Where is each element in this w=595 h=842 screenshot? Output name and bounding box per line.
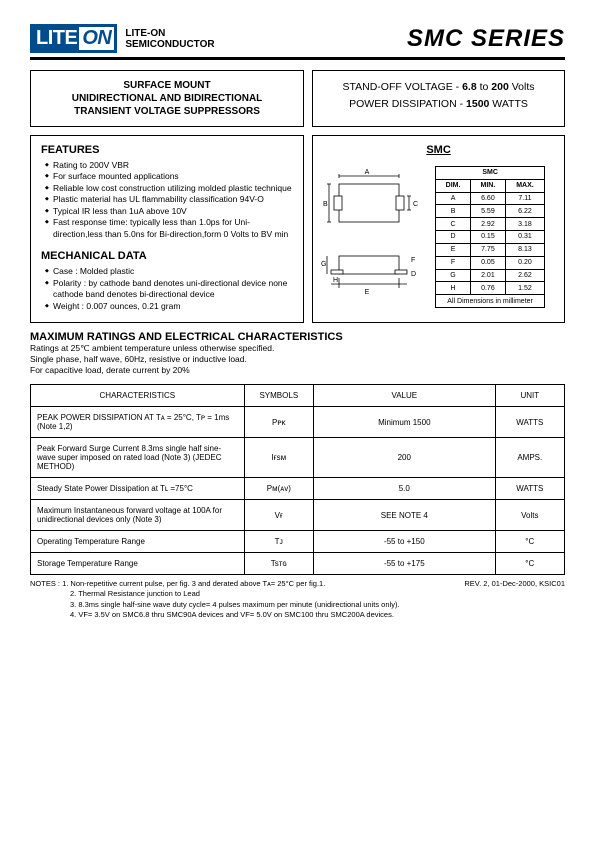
title-line3: TRANSIENT VOLTAGE SUPPRESSORS [41,105,293,118]
max-l1: Ratings at 25℃ ambient temperature unles… [30,343,565,354]
product-title-box: SURFACE MOUNT UNIDIRECTIONAL AND BIDIREC… [30,70,304,127]
features-box: FEATURES Rating to 200V VBR For surface … [30,135,304,323]
top-boxes: SURFACE MOUNT UNIDIRECTIONAL AND BIDIREC… [30,70,565,127]
smc-heading: SMC [319,144,558,156]
package-diagram: A B C [319,166,429,308]
logo: LITE ON LITE-ON SEMICONDUCTOR [30,24,215,53]
spec-box: STAND-OFF VOLTAGE - 6.8 to 200 Volts POW… [312,70,565,127]
note1: NOTES : 1. Non-repetitive current pulse,… [30,579,325,589]
note2: 2. Thermal Resistance junction to Lead [30,589,565,599]
max-heading: MAXIMUM RATINGS AND ELECTRICAL CHARACTER… [30,331,565,343]
svg-text:D: D [411,271,416,278]
mech-item: Polarity : by cathode band denotes uni-d… [45,278,293,301]
svg-text:B: B [323,201,328,208]
table-row: Storage Temperature RangeTsᴛɢ-55 to +175… [31,553,565,575]
svg-text:G: G [321,261,326,268]
dim-footer: All Dimensions in millimeter [436,295,545,308]
page-header: LITE ON LITE-ON SEMICONDUCTOR SMC SERIES [30,24,565,60]
note3: 3. 8.3ms single half-sine wave duty cycl… [30,600,565,610]
title-line1: SURFACE MOUNT [41,79,293,92]
note4: 4. VF= 3.5V on SMC6.8 thru SMC90A device… [30,610,565,620]
features-heading: FEATURES [41,144,293,156]
diagram-box: SMC A [312,135,565,323]
svg-text:A: A [365,169,370,176]
spec-line1: STAND-OFF VOLTAGE - 6.8 to 200 Volts [323,79,554,96]
logo-sub1: LITE-ON [125,28,214,39]
table-row: Steady State Power Dissipation at Tʟ =75… [31,478,565,500]
max-l2: Single phase, half wave, 60Hz, resistive… [30,354,565,365]
features-row: FEATURES Rating to 200V VBR For surface … [30,135,565,323]
feature-item: Plastic material has UL flammability cla… [45,194,293,205]
svg-text:E: E [365,289,370,296]
max-l3: For capacitive load, derate current by 2… [30,365,565,376]
dimensions-table: SMC DIM. MIN. MAX. A6.607.11 B5.596.22 C… [435,166,545,308]
feature-item: Typical IR less than 1uA above 10V [45,206,293,217]
mechanical-section: MECHANICAL DATA Case : Molded plastic Po… [41,250,293,312]
logo-sub2: SEMICONDUCTOR [125,39,214,50]
revision: REV. 2, 01-Dec-2000, KSIC01 [464,579,565,589]
notes-section: NOTES : 1. Non-repetitive current pulse,… [30,579,565,620]
svg-text:F: F [411,257,415,264]
spec-line2: POWER DISSIPATION - 1500 WATTS [323,96,554,113]
logo-mark: LITE ON [30,24,117,53]
series-title: SMC SERIES [407,25,565,53]
feature-item: For surface mounted applications [45,171,293,182]
svg-text:C: C [413,201,418,208]
logo-text-a: LITE [36,27,77,50]
logo-text-b: ON [79,27,114,50]
table-row: Maximum Instantaneous forward voltage at… [31,500,565,531]
logo-subtitle: LITE-ON SEMICONDUCTOR [125,28,214,50]
feature-item: Fast response time: typically less than … [45,217,293,240]
table-row: Peak Forward Surge Current 8.3ms single … [31,438,565,478]
max-ratings-header: MAXIMUM RATINGS AND ELECTRICAL CHARACTER… [30,331,565,376]
svg-text:H: H [333,277,338,284]
features-list: Rating to 200V VBR For surface mounted a… [41,160,293,240]
mech-list: Case : Molded plastic Polarity : by cath… [41,266,293,312]
mech-item: Weight : 0.007 ounces, 0.21 gram [45,301,293,312]
feature-item: Reliable low cost construction utilizing… [45,183,293,194]
mech-heading: MECHANICAL DATA [41,250,293,262]
dim-title: SMC [436,167,545,180]
table-row: PEAK POWER DISSIPATION AT Tᴀ = 25°C, Tᴘ … [31,407,565,438]
feature-item: Rating to 200V VBR [45,160,293,171]
title-line2: UNIDIRECTIONAL AND BIDIRECTIONAL [41,92,293,105]
mech-item: Case : Molded plastic [45,266,293,277]
table-row: Operating Temperature RangeTᴊ-55 to +150… [31,531,565,553]
characteristics-table: CHARACTERISTICS SYMBOLS VALUE UNIT PEAK … [30,384,565,575]
